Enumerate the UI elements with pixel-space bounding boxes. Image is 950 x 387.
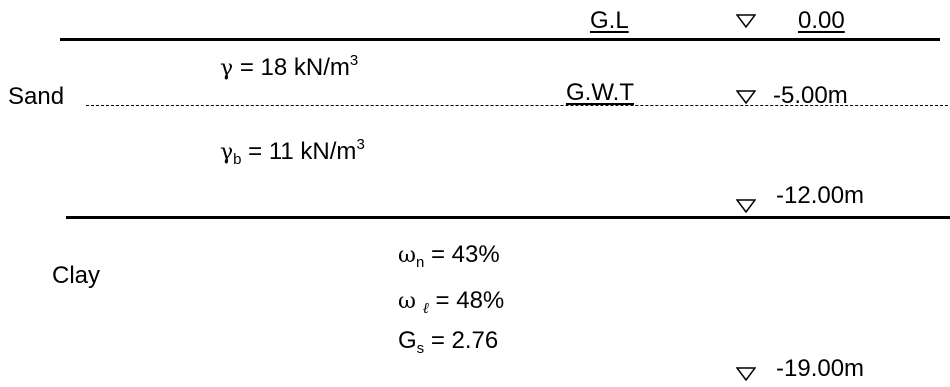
gamma-b-symbol: γ [220,140,234,165]
gl-elevation: 0.00 [798,7,845,34]
clay-top-level-triangle-icon [736,199,756,213]
clay-bottom-level-triangle-icon [736,367,756,381]
gamma-b-subscript: b [233,151,242,169]
gl-label: G.L [590,7,629,34]
clay-top-line [66,216,950,219]
clay-top-elevation: -12.00m [776,182,865,209]
gwt-elevation: -5.00m [773,82,848,109]
ground-level-line [60,38,940,41]
omega-n-subscript: n [415,254,425,272]
clay-natural-water-content-value: = 43% [424,241,500,268]
clay-layer-label: Clay [52,262,101,289]
clay-liquid-limit-value: = 48% [428,287,505,314]
gwt-level-triangle-icon [736,90,756,104]
gl-level-triangle-icon [736,14,756,28]
sand-unit-weight: γ = 18 kN/m3 [220,53,358,81]
clay-natural-water-content: ωn = 43% [398,241,500,271]
clay-specific-gravity: Gs = 2.76 [398,327,499,357]
gs-symbol: G [398,327,417,354]
sand-buoyant-unit-weight-exp: 3 [356,136,365,154]
sand-layer-label: Sand [8,83,65,110]
omega-l-symbol: ω [398,289,416,314]
sand-buoyant-unit-weight: γb = 11 kN/m3 [220,137,365,167]
sand-unit-weight-value: = 18 kN/m [233,54,350,81]
gamma-symbol: γ [220,56,234,81]
omega-n-symbol: ω [398,243,416,268]
omega-l-subscript: ℓ [422,299,429,318]
water-table-line [86,105,948,106]
clay-liquid-limit: ω ℓ = 48% [398,287,505,316]
gwt-label: G.W.T [566,79,634,106]
clay-specific-gravity-value: = 2.76 [424,327,499,354]
sand-buoyant-unit-weight-value: = 11 kN/m [241,138,357,165]
clay-bottom-elevation: -19.00m [776,355,865,382]
sand-unit-weight-exp: 3 [349,52,359,70]
gs-subscript: s [416,340,425,358]
